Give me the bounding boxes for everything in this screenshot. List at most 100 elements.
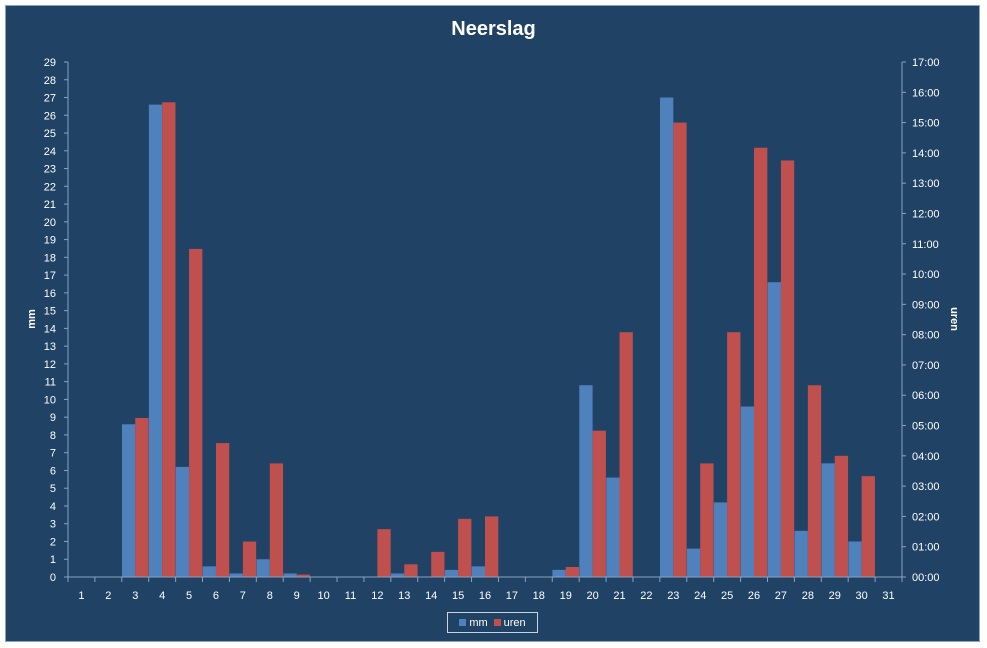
right-tick-label: 10:00: [912, 269, 940, 281]
left-tick-label: 6: [50, 465, 56, 477]
bar-mm: [202, 566, 216, 577]
x-tick-label: 4: [159, 590, 165, 602]
left-tick-label: 29: [44, 57, 56, 69]
x-tick-label: 8: [267, 590, 273, 602]
right-tick-label: 01:00: [912, 542, 940, 554]
left-tick-label: 2: [50, 536, 56, 548]
bar-uren: [189, 248, 203, 577]
left-tick-label: 4: [50, 501, 56, 513]
x-tick-label: 9: [294, 590, 300, 602]
x-tick-label: 6: [213, 590, 219, 602]
left-tick-label: 18: [44, 252, 56, 264]
x-tick-label: 26: [748, 590, 760, 602]
x-tick-label: 1: [78, 590, 84, 602]
bar-uren: [377, 529, 391, 577]
x-tick-label: 31: [882, 590, 894, 602]
bar-mm: [579, 385, 593, 577]
bar-mm: [256, 559, 270, 577]
left-tick-label: 17: [44, 270, 56, 282]
right-tick-label: 08:00: [912, 330, 940, 342]
bar-mm: [121, 424, 136, 577]
left-tick-label: 13: [44, 341, 56, 353]
x-tick-label: 5: [186, 590, 192, 602]
bar-mm: [444, 569, 459, 577]
left-tick-label: 0: [50, 572, 56, 584]
left-tick-label: 24: [44, 146, 56, 158]
bar-uren: [135, 417, 149, 577]
left-axis-ticks: 0123456789101112131415161718192021222324…: [44, 57, 68, 584]
left-tick-label: 3: [50, 519, 56, 531]
bar-uren: [242, 541, 257, 577]
x-tick-label: 21: [613, 590, 625, 602]
left-tick-label: 10: [44, 394, 56, 406]
left-tick-label: 16: [44, 288, 56, 300]
bar-uren: [619, 332, 633, 577]
right-tick-label: 12:00: [912, 208, 940, 220]
bar-uren: [296, 574, 310, 577]
bar-uren: [565, 567, 580, 577]
right-tick-label: 09:00: [912, 299, 940, 311]
x-tick-label: 3: [132, 590, 138, 602]
bar-uren: [834, 455, 849, 577]
x-tick-label: 11: [345, 590, 356, 602]
legend-label-mm: mm: [469, 616, 488, 629]
x-tick-label: 13: [398, 590, 410, 602]
bar-mm: [660, 97, 674, 577]
left-tick-label: 27: [44, 93, 56, 105]
legend-swatch-uren: [493, 619, 501, 626]
bar-mm: [848, 541, 862, 577]
bar-uren: [215, 443, 230, 577]
x-tick-label: 7: [240, 590, 246, 602]
x-tick-label: 19: [560, 590, 572, 602]
left-tick-label: 23: [44, 164, 56, 176]
bar-uren: [458, 518, 472, 577]
x-tick-label: 23: [667, 590, 679, 602]
right-tick-label: 03:00: [912, 481, 940, 493]
left-tick-label: 9: [50, 412, 56, 424]
bar-mm: [148, 104, 163, 577]
left-tick-label: 14: [44, 323, 56, 335]
bars: [121, 97, 875, 578]
left-tick-label: 28: [44, 75, 56, 87]
bar-uren: [727, 332, 741, 577]
y2-axis-title: uren: [948, 307, 960, 331]
bar-mm: [229, 573, 243, 577]
right-tick-label: 15:00: [912, 118, 940, 130]
x-tick-label: 25: [721, 590, 733, 602]
x-tick-label: 15: [452, 590, 464, 602]
left-tick-label: 7: [50, 448, 56, 460]
bar-uren: [807, 385, 822, 577]
bar-mm: [390, 573, 405, 577]
x-tick-label: 12: [371, 590, 383, 602]
bar-mm: [552, 569, 566, 577]
y-axis-title: mm: [26, 309, 38, 329]
bar-mm: [767, 282, 781, 577]
bar-uren: [861, 476, 875, 577]
bar-uren: [431, 551, 445, 577]
right-axis-ticks: 00:00 01:00 02:00 03:00 04:00 05:00 06:00 07:00…: [902, 57, 940, 584]
right-tick-label: 00:00: [912, 572, 940, 584]
bar-mm: [821, 463, 835, 577]
left-tick-label: 22: [44, 181, 56, 193]
x-axis-ticks: 1 2 3 4 5 6 7 8 9 10 11 12 13 14 15 16 17 18 19 20 21 22 23 24 2…: [67, 577, 903, 602]
left-tick-label: 15: [44, 306, 56, 318]
x-tick-label: 2: [105, 590, 111, 602]
bar-uren: [700, 463, 714, 577]
left-tick-label: 11: [45, 377, 56, 389]
x-tick-label: 30: [856, 590, 868, 602]
bar-uren: [162, 102, 176, 578]
bar-mm: [606, 477, 620, 577]
bar-uren: [269, 463, 284, 577]
left-tick-label: 12: [44, 359, 56, 371]
legend-label-uren: uren: [503, 616, 526, 629]
x-tick-label: 27: [775, 590, 787, 602]
left-tick-label: 21: [44, 199, 56, 211]
right-tick-label: 13:00: [912, 178, 940, 190]
bar-mm: [283, 573, 297, 577]
x-tick-label: 29: [829, 590, 841, 602]
left-tick-label: 5: [50, 483, 56, 495]
right-tick-label: 17:00: [912, 57, 940, 69]
right-tick-label: 16:00: [912, 87, 940, 99]
bar-mm: [686, 548, 701, 577]
